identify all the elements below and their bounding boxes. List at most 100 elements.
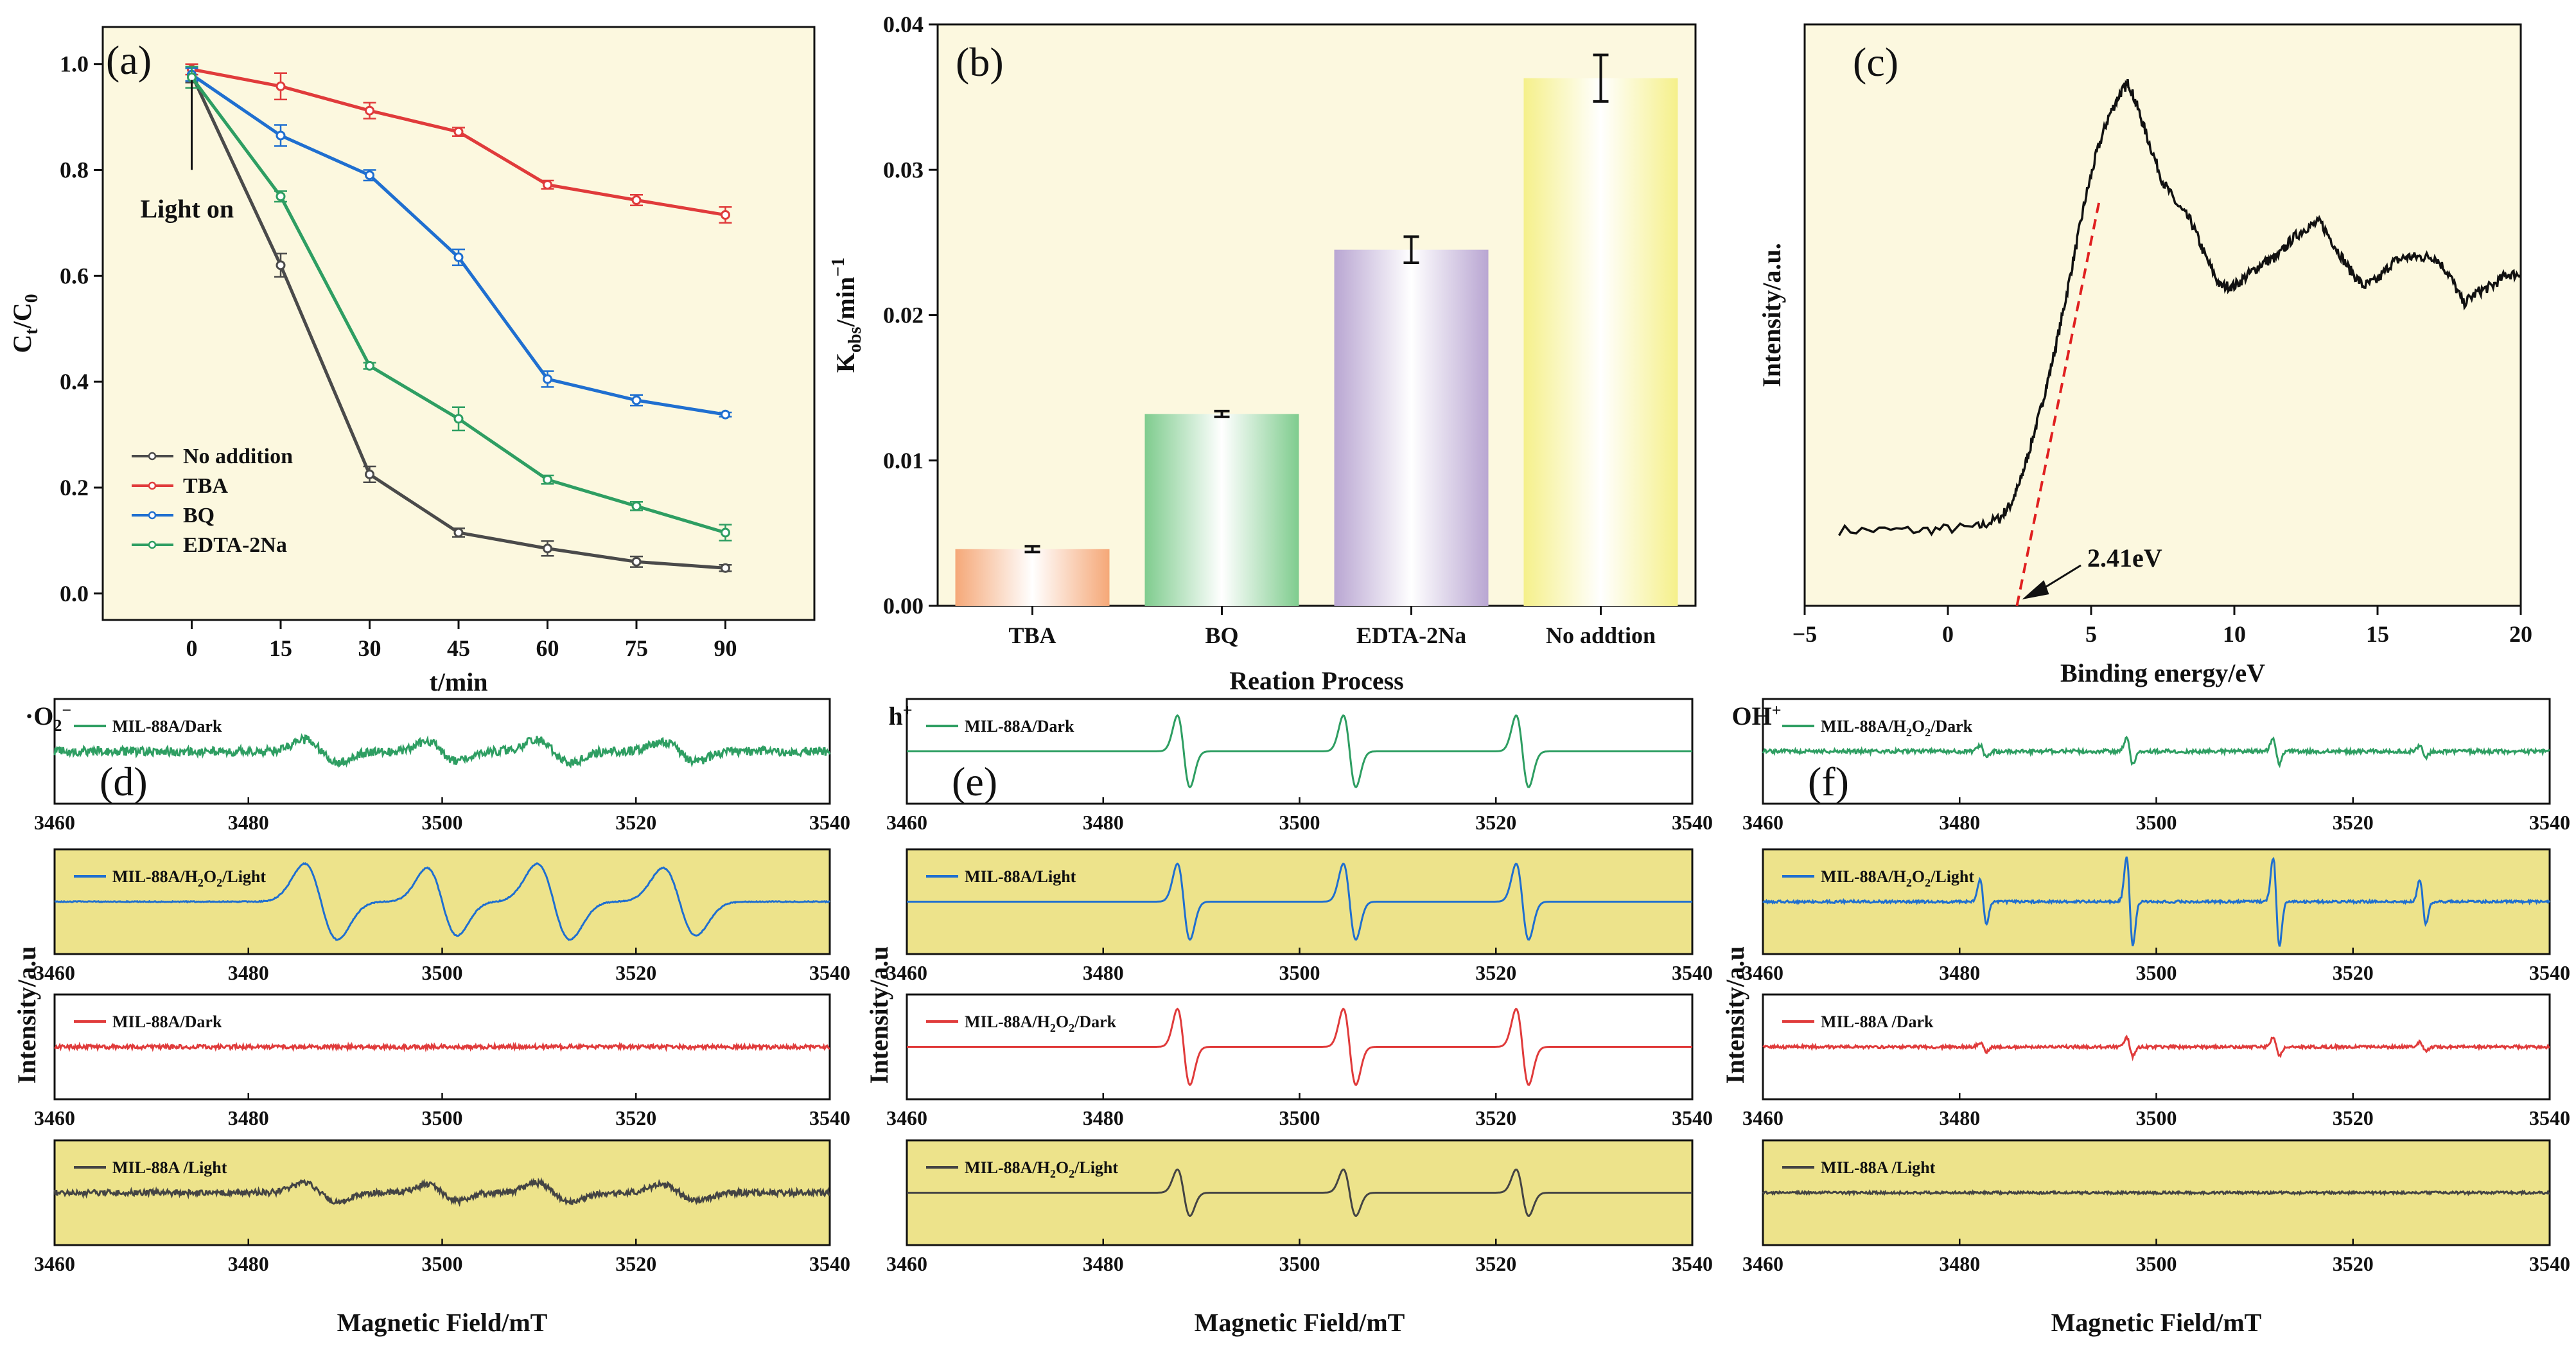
panel-label: (e) <box>952 759 997 804</box>
y-axis-title: Intensity/a.u <box>12 946 41 1084</box>
y-tick-label: 1.0 <box>60 51 89 77</box>
x-tick-label: 3540 <box>809 811 850 834</box>
epr-signal <box>1762 856 2551 947</box>
x-tick-label: 3460 <box>1742 1252 1783 1275</box>
x-tick-label: 3540 <box>2529 1252 2570 1275</box>
label-text: O <box>1912 717 1925 736</box>
label-sub: 2 <box>1050 1021 1056 1034</box>
x-tick-label: 3520 <box>1475 1106 1516 1129</box>
y-tick-label: 0.2 <box>60 475 89 500</box>
x-tick-label: BQ <box>1205 623 1238 648</box>
x-tick-label: 3500 <box>422 811 463 834</box>
data-point <box>365 170 374 181</box>
x-tick-label: 3520 <box>2333 961 2374 984</box>
species-text: ·O <box>25 702 53 730</box>
x-tick-label: EDTA-2Na <box>1356 623 1466 648</box>
epr-signal <box>1762 1189 2550 1197</box>
x-tick-label: 3500 <box>2136 1252 2177 1275</box>
data-point <box>365 469 374 479</box>
x-tick-label: 75 <box>625 635 648 661</box>
data-point <box>543 475 552 485</box>
x-tick-label: 3520 <box>615 1106 656 1129</box>
epr-signal <box>907 714 1692 788</box>
epr-signal <box>53 733 831 769</box>
x-tick-label: 90 <box>714 635 737 661</box>
data-point <box>721 409 730 420</box>
data-point <box>631 501 642 511</box>
x-tick-label: 3460 <box>1742 811 1783 834</box>
y-tick-label: 0.4 <box>60 369 89 394</box>
label-sub: 2 <box>1906 876 1912 889</box>
epr-trace-label: MIL-88A /Light <box>112 1158 227 1177</box>
x-tick-label: 3480 <box>1083 811 1124 834</box>
x-tick-label: 3500 <box>1279 961 1320 984</box>
x-tick-label: 3460 <box>34 1106 75 1129</box>
label-text: MIL-88A /Light <box>1821 1158 1936 1177</box>
epr-trace-label: MIL-88A/Dark <box>965 717 1074 736</box>
y-tick-label: 0.02 <box>883 303 924 328</box>
y-axis-title-sub: obs <box>845 326 865 353</box>
panel-label: (b) <box>956 39 1004 85</box>
x-tick-label: 0 <box>186 635 198 661</box>
epr-signal <box>907 1007 1692 1086</box>
x-tick-label: 3520 <box>1475 961 1516 984</box>
y-tick-label: 0.0 <box>60 581 89 606</box>
x-axis-title: Reation Process <box>1229 666 1403 695</box>
legend-label: TBA <box>183 474 228 498</box>
panel-label: (d) <box>100 759 148 804</box>
x-tick-label: 3520 <box>615 1252 656 1275</box>
data-point <box>453 252 464 262</box>
x-tick-label: 3480 <box>1083 1106 1124 1129</box>
y-tick-label: 0.03 <box>883 157 924 182</box>
label-text: MIL-88A/H <box>965 1158 1050 1177</box>
annotation-light-on: Light on <box>141 195 234 224</box>
y-axis-title-sup: −1 <box>828 258 848 277</box>
x-tick-label: 10 <box>2223 621 2246 647</box>
epr-trace-label: MIL-88A/H2O2/Dark <box>965 1013 1117 1034</box>
epr-signal <box>1762 736 2550 768</box>
tangent-line <box>2015 199 2101 606</box>
spectrum-line <box>1837 78 2522 536</box>
x-tick-label: 3520 <box>615 811 656 834</box>
label-sub: 2 <box>198 876 204 889</box>
x-tick-label: 3540 <box>2529 811 2570 834</box>
x-tick-label: 3460 <box>886 961 927 984</box>
epr-trace-label: MIL-88A/Light <box>965 867 1076 886</box>
x-tick-label: TBA <box>1008 623 1056 648</box>
species-sup: + <box>903 701 913 720</box>
x-tick-label: 3540 <box>809 961 850 984</box>
epr-signal <box>1762 1034 2550 1062</box>
label-text: /Dark <box>1074 1013 1117 1031</box>
data-point <box>365 360 374 371</box>
data-point <box>631 195 642 205</box>
x-tick-label: 3540 <box>809 1106 850 1129</box>
y-axis-title: Intensity/a.u. <box>1757 243 1786 387</box>
data-point <box>721 210 730 220</box>
x-tick-label: 3480 <box>1083 1252 1124 1275</box>
label-text: MIL-88A /Dark <box>1821 1013 1934 1031</box>
y-tick-label: 0.01 <box>883 448 924 473</box>
label-text: MIL-88A/H <box>1821 867 1906 886</box>
epr-trace-label: MIL-88A/Dark <box>112 1013 222 1031</box>
species-label: ·O2− <box>25 701 71 735</box>
plot-area <box>101 26 816 621</box>
x-tick-label: 45 <box>447 635 470 661</box>
data-point <box>631 395 642 405</box>
label-text: MIL-88A/H <box>112 867 198 886</box>
panel-b: TBA BQ EDTA-2Na No addtion 0.00 0.01 0.02 0.03 0… <box>828 12 1697 695</box>
x-tick-label: 3480 <box>1939 1106 1980 1129</box>
x-axis-title: t/min <box>429 668 487 696</box>
panel-label: (f) <box>1808 759 1849 804</box>
x-tick-label: 3480 <box>1939 811 1980 834</box>
y-tick-label: 0.6 <box>60 263 89 288</box>
epr-trace-label: MIL-88A/H2O2/Light <box>112 867 266 889</box>
y-axis-title: Kobs/min−1 <box>828 258 865 373</box>
arrow-head <box>2022 580 2049 599</box>
species-label: h+ <box>888 701 912 730</box>
x-tick-label: 3500 <box>1279 1106 1320 1129</box>
x-tick-label: 3540 <box>1672 1252 1713 1275</box>
